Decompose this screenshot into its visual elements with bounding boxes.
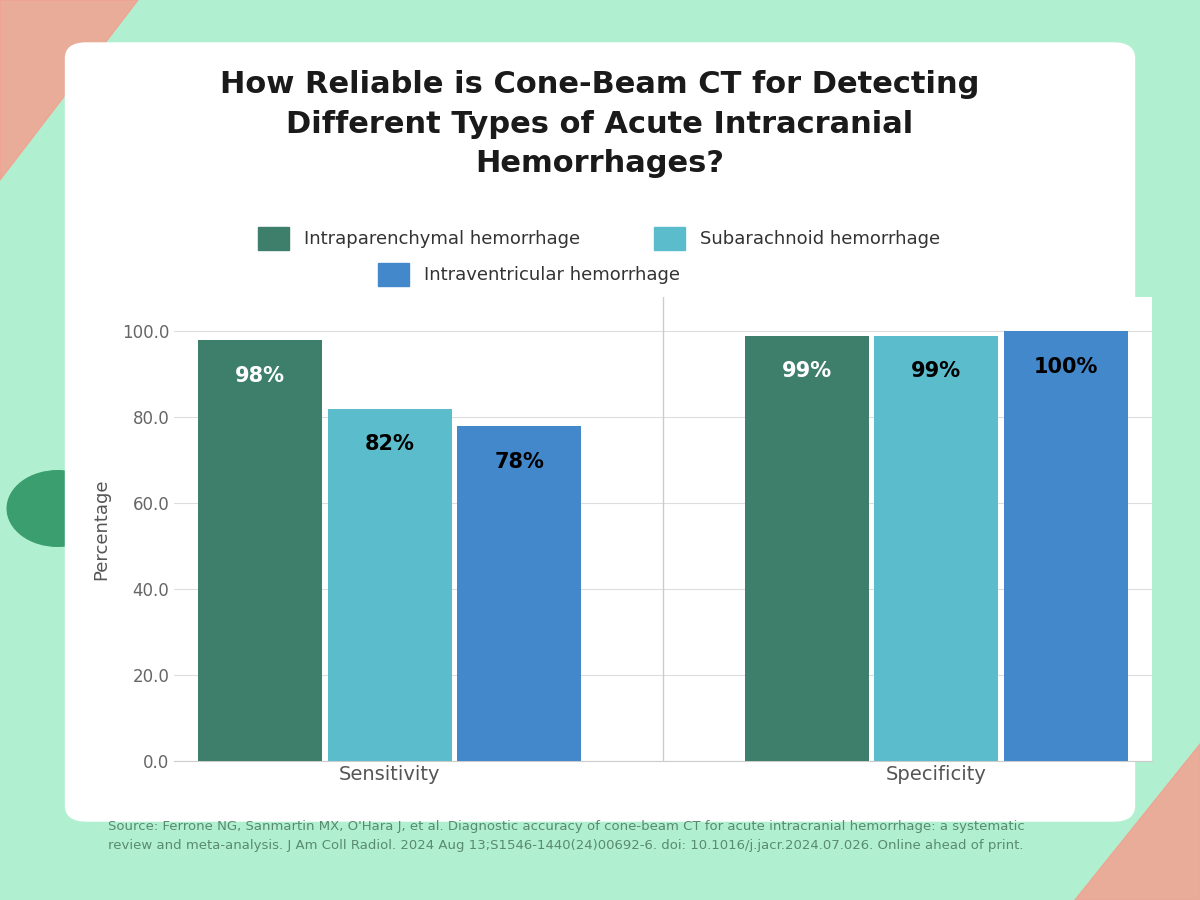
Y-axis label: Percentage: Percentage — [92, 478, 110, 580]
Text: 99%: 99% — [911, 362, 961, 382]
Text: 99%: 99% — [781, 362, 832, 382]
Text: 82%: 82% — [365, 435, 415, 454]
Circle shape — [7, 471, 108, 546]
Polygon shape — [0, 0, 138, 180]
Bar — [198, 340, 323, 760]
Polygon shape — [1074, 742, 1200, 900]
Text: Source: Ferrone NG, Sanmartin MX, O'Hara J, et al. Diagnostic accuracy of cone-b: Source: Ferrone NG, Sanmartin MX, O'Hara… — [108, 820, 1025, 832]
Text: Intraventricular hemorrhage: Intraventricular hemorrhage — [424, 266, 679, 284]
Bar — [654, 227, 685, 250]
Text: Intraparenchymal hemorrhage: Intraparenchymal hemorrhage — [304, 230, 580, 248]
Bar — [378, 263, 409, 286]
Bar — [258, 227, 289, 250]
Bar — [874, 336, 998, 760]
Bar — [328, 409, 452, 760]
Text: review and meta-analysis. J Am Coll Radiol. 2024 Aug 13;S1546-1440(24)00692-6. d: review and meta-analysis. J Am Coll Radi… — [108, 840, 1024, 852]
Text: How Reliable is Cone-Beam CT for Detecting
Different Types of Acute Intracranial: How Reliable is Cone-Beam CT for Detecti… — [221, 70, 979, 178]
Bar — [457, 426, 581, 760]
FancyBboxPatch shape — [65, 42, 1135, 822]
Text: 100%: 100% — [1033, 357, 1098, 377]
Text: 78%: 78% — [494, 452, 544, 472]
Text: Subarachnoid hemorrhage: Subarachnoid hemorrhage — [700, 230, 940, 248]
Bar — [1003, 331, 1128, 760]
Bar — [745, 336, 869, 760]
Text: 98%: 98% — [235, 365, 286, 386]
